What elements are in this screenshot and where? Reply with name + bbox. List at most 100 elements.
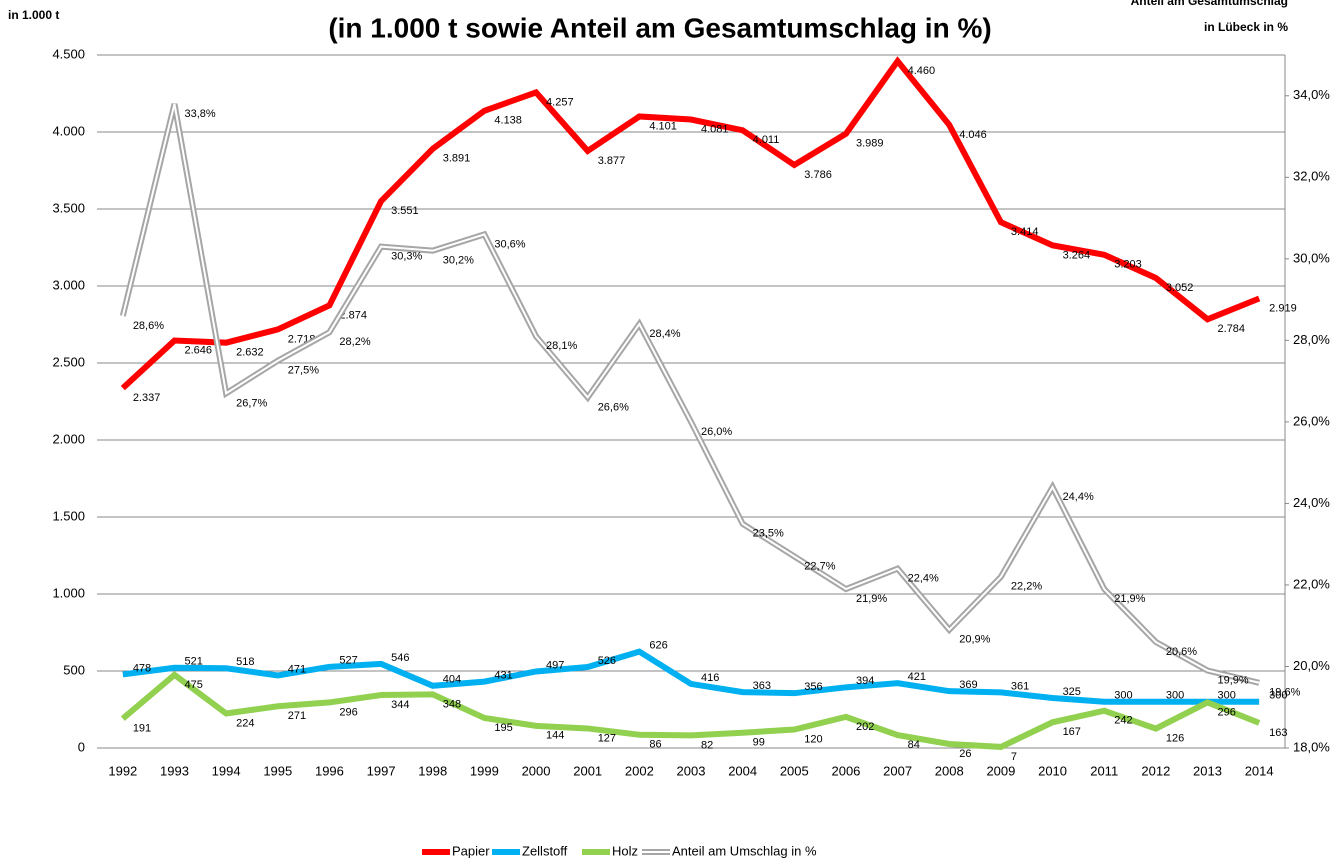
data-label: 2.919: [1269, 302, 1297, 314]
x-tick-label: 2014: [1245, 763, 1274, 778]
data-label: 4.011: [753, 134, 780, 146]
data-label: 26,6%: [598, 401, 629, 413]
data-label: 126: [1166, 733, 1184, 745]
x-tick-label: 2000: [522, 763, 551, 778]
x-tick-label: 1996: [315, 763, 344, 778]
line: [119, 103, 1260, 686]
data-label: 3.891: [443, 153, 471, 165]
y2-tick-label: 24,0%: [1293, 495, 1330, 510]
data-label: 26,7%: [236, 397, 267, 409]
x-tick-label: 1994: [212, 763, 241, 778]
data-label: 4.101: [649, 120, 677, 132]
data-label: 478: [133, 662, 151, 674]
data-label: 497: [546, 659, 564, 671]
x-tick-label: 2004: [728, 763, 757, 778]
data-label: 300: [1114, 690, 1132, 702]
y2-axis-label: in Lübeck in %: [1204, 20, 1288, 34]
x-tick-label: 2009: [986, 763, 1015, 778]
data-label: 2.874: [339, 309, 367, 321]
data-label: 521: [184, 656, 202, 668]
line: [120, 671, 1261, 750]
data-label: 404: [443, 674, 461, 686]
y-tick-label: 2.000: [52, 431, 85, 446]
data-label: 361: [1011, 680, 1029, 692]
legend-label: Anteil am Umschlag in %: [672, 843, 817, 858]
x-tick-label: 1998: [418, 763, 447, 778]
data-label: 21,9%: [856, 593, 887, 605]
x-tick-label: 1999: [470, 763, 499, 778]
data-label: 30,6%: [494, 238, 525, 250]
y2-tick-label: 30,0%: [1293, 250, 1330, 265]
data-label: 28,1%: [546, 340, 577, 352]
data-label: 296: [339, 706, 357, 718]
data-label: 421: [908, 671, 926, 683]
y2-tick-label: 18,0%: [1293, 739, 1330, 754]
y2-tick-label: 26,0%: [1293, 413, 1330, 428]
data-label: 23,5%: [753, 528, 784, 540]
legend-label: Zellstoff: [522, 843, 568, 858]
data-label: 28,2%: [339, 336, 370, 348]
data-label: 3.989: [856, 138, 884, 150]
data-label: 22,4%: [908, 573, 939, 585]
y-tick-label: 3.500: [52, 200, 85, 215]
data-label: 26,0%: [701, 426, 732, 438]
x-tick-label: 2002: [625, 763, 654, 778]
y-tick-label: 2.500: [52, 354, 85, 369]
data-label: 4.081: [701, 123, 729, 135]
data-label: 4.257: [546, 96, 574, 108]
data-label: 3.203: [1114, 259, 1142, 271]
x-tick-label: 1993: [160, 763, 189, 778]
data-label: 19,9%: [1218, 674, 1249, 686]
y-tick-label: 4.500: [52, 46, 85, 61]
data-label: 22,7%: [804, 560, 835, 572]
data-label: 626: [649, 640, 667, 652]
data-label: 271: [288, 710, 306, 722]
data-label: 356: [804, 681, 822, 693]
x-tick-label: 2007: [883, 763, 912, 778]
data-label: 546: [391, 652, 409, 664]
data-label: 325: [1063, 686, 1081, 698]
x-tick-label: 1995: [263, 763, 292, 778]
y2-axis-label: Anteil am Gesamtumschlag: [1131, 0, 1288, 8]
data-label: 471: [288, 663, 306, 675]
data-label: 127: [598, 732, 616, 744]
data-label: 24,4%: [1063, 491, 1094, 503]
y-tick-label: 3.000: [52, 277, 85, 292]
data-label: 26: [959, 748, 971, 760]
legend-label: Holz: [612, 843, 638, 858]
data-label: 19,6%: [1269, 687, 1300, 699]
data-label: 20,6%: [1166, 646, 1197, 658]
data-label: 33,8%: [184, 108, 215, 120]
data-label: 30,2%: [443, 255, 474, 267]
y-axis-label: in 1.000 t: [8, 8, 59, 22]
data-label: 300: [1269, 690, 1287, 702]
x-tick-label: 2012: [1141, 763, 1170, 778]
data-label: 202: [856, 721, 874, 733]
y2-tick-label: 34,0%: [1293, 87, 1330, 102]
data-label: 4.460: [908, 65, 936, 77]
y2-tick-label: 32,0%: [1293, 169, 1330, 184]
data-label: 344: [391, 699, 409, 711]
legend-label: Papier: [452, 843, 490, 858]
data-label: 2.337: [133, 392, 161, 404]
data-label: 144: [546, 730, 564, 742]
data-label: 20,9%: [959, 634, 990, 646]
data-label: 30,3%: [391, 251, 422, 263]
x-tick-label: 2013: [1193, 763, 1222, 778]
data-label: 431: [494, 670, 512, 682]
data-label: 163: [1269, 727, 1287, 739]
x-tick-label: 2006: [831, 763, 860, 778]
data-label: 22,2%: [1011, 581, 1042, 593]
data-label: 296: [1218, 706, 1236, 718]
data-label: 527: [339, 655, 357, 667]
data-label: 2.632: [236, 347, 264, 359]
data-label: 4.046: [959, 129, 987, 141]
data-label: 348: [443, 698, 461, 710]
data-label: 369: [959, 679, 977, 691]
data-label: 363: [753, 680, 771, 692]
data-label: 27,5%: [288, 365, 319, 377]
chart-title: (in 1.000 t sowie Anteil am Gesamtumschl…: [328, 12, 991, 43]
data-label: 86: [649, 739, 661, 751]
data-label: 475: [184, 679, 202, 691]
